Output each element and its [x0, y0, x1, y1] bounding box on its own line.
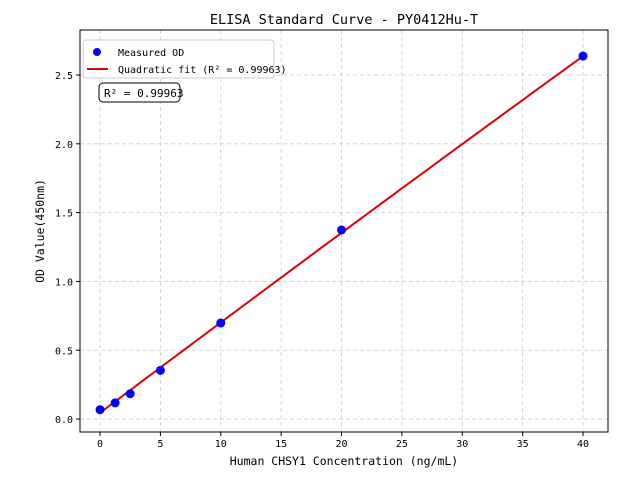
y-tick-label: 2.5 — [55, 71, 73, 82]
x-tick-label: 10 — [215, 439, 227, 450]
r-squared-text: R² = 0.99963 — [104, 87, 183, 100]
y-tick-label: 1.5 — [55, 209, 73, 220]
data-point — [337, 225, 347, 235]
data-points — [95, 51, 588, 415]
data-point — [216, 318, 226, 328]
x-tick-label: 30 — [456, 439, 468, 450]
y-tick-label: 0.0 — [55, 415, 73, 426]
x-ticks: 0 5 10 15 20 25 30 35 40 — [97, 432, 589, 450]
y-tick-label: 2.0 — [55, 140, 73, 151]
chart-title: ELISA Standard Curve - PY0412Hu-T — [210, 12, 478, 28]
x-axis-label: Human CHSY1 Concentration (ng/mL) — [230, 454, 458, 468]
legend-label-fit: Quadratic fit (R² = 0.99963) — [118, 65, 287, 76]
x-tick-label: 25 — [396, 439, 408, 450]
x-tick-label: 35 — [517, 439, 529, 450]
x-tick-label: 5 — [157, 439, 163, 450]
legend-label-points: Measured OD — [118, 48, 184, 59]
data-point — [578, 51, 588, 61]
x-tick-label: 0 — [97, 439, 103, 450]
y-tick-label: 1.0 — [55, 277, 73, 288]
plot-frame — [79, 29, 609, 433]
data-point — [125, 389, 135, 399]
x-tick-label: 15 — [275, 439, 287, 450]
data-point — [95, 405, 105, 415]
data-point — [155, 365, 165, 375]
y-tick-label: 0.5 — [55, 346, 73, 357]
y-axis-label: OD Value(450nm) — [33, 179, 47, 283]
legend: Measured OD Quadratic fit (R² = 0.99963) — [82, 39, 287, 79]
x-tick-label: 40 — [577, 439, 589, 450]
x-tick-label: 20 — [336, 439, 348, 450]
r-squared-annotation: R² = 0.99963 — [98, 82, 183, 103]
y-ticks: 0.0 0.5 1.0 1.5 2.0 2.5 — [55, 71, 80, 426]
legend-marker-points — [93, 48, 101, 56]
data-point — [110, 398, 120, 408]
grid — [80, 30, 608, 432]
